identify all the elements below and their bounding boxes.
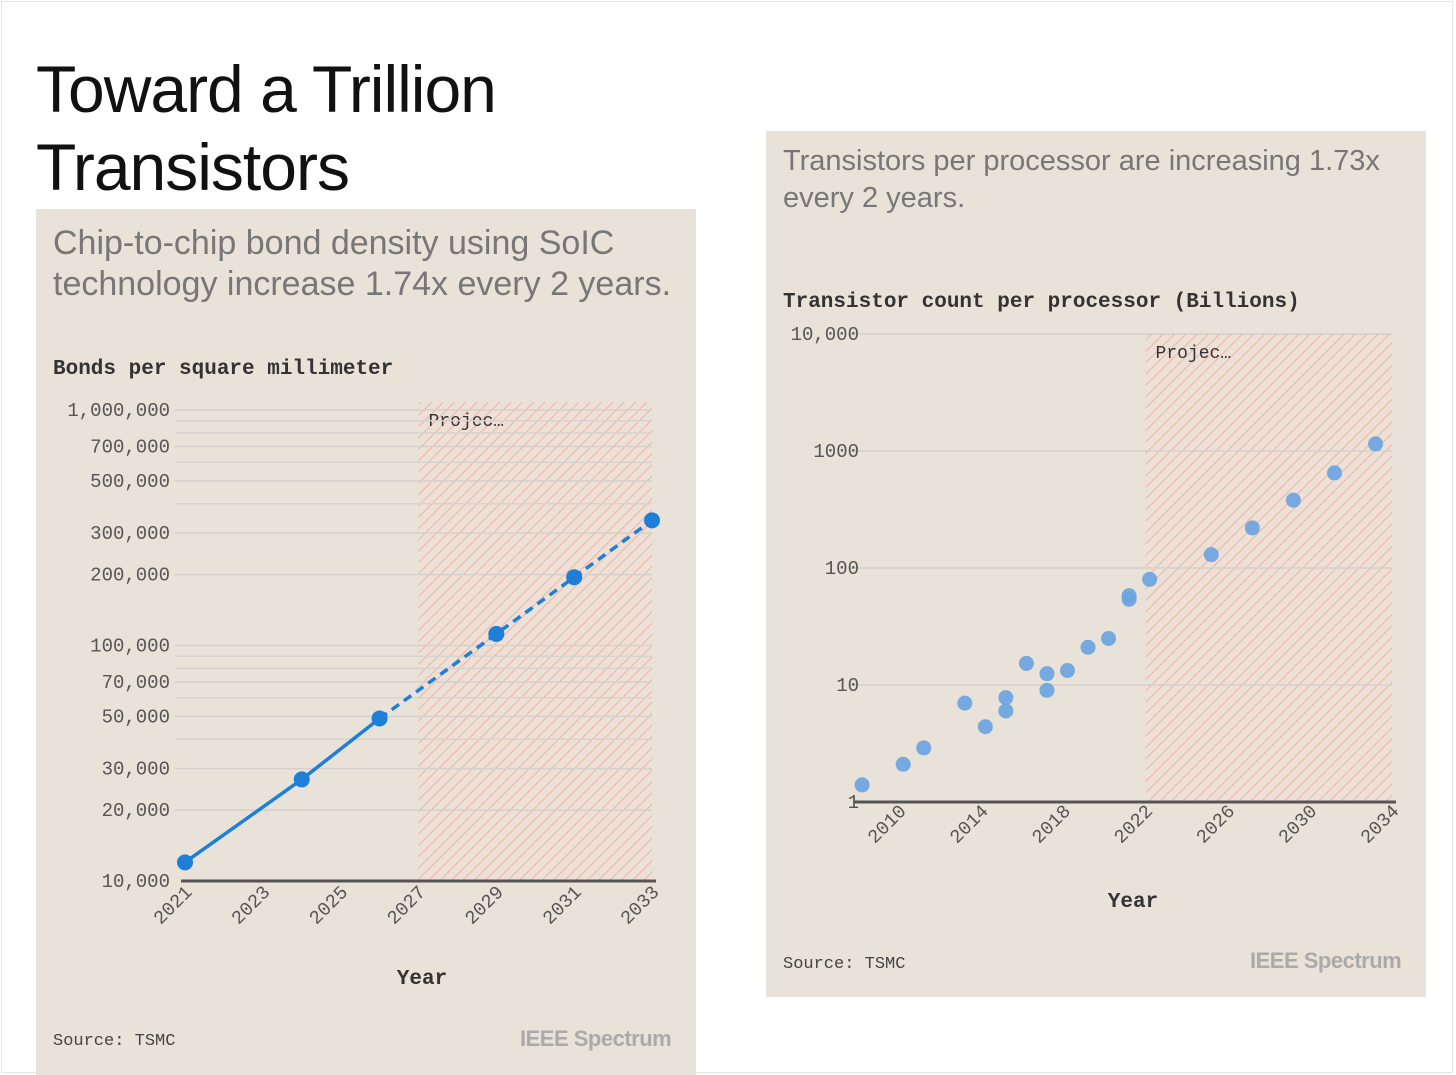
transistor-count-data-point	[1203, 547, 1219, 563]
transistor-count-data-point	[1285, 492, 1301, 508]
bond-density-data-point	[293, 771, 310, 788]
bond-density-data-point	[488, 625, 505, 642]
bond-density-y-tick-label: 20,000	[102, 800, 170, 822]
transistor-count-x-tick-label: 2026	[1192, 801, 1240, 849]
bond-density-projection-label: Projec…	[429, 412, 505, 432]
transistor-count-data-point	[1326, 465, 1342, 481]
transistor-count-xlabel: Year	[1108, 891, 1158, 914]
transistor-count-x-tick-label: 2022	[1110, 801, 1158, 849]
transistor-count-y-tick-label: 10	[836, 675, 859, 697]
transistor-count-data-point	[1080, 639, 1096, 655]
bond-density-y-tick-label: 1,000,000	[67, 400, 170, 422]
bond-density-y-tick-label: 70,000	[102, 672, 170, 694]
bond-density-y-tick-label: 300,000	[90, 523, 170, 545]
transistor-count-subtitle: Transistors per processor are increasing…	[783, 145, 1380, 214]
transistor-count-projection-label: Projec…	[1156, 344, 1232, 364]
transistor-count-y-tick-label: 1000	[813, 441, 859, 463]
transistor-count-data-point	[1059, 663, 1075, 679]
bond-density-y-tick-label: 10,000	[102, 871, 170, 893]
bond-density-x-tick-label: 2029	[461, 882, 509, 930]
transistor-count-data-point	[1039, 682, 1055, 698]
bond-density-series-solid-line	[183, 717, 381, 864]
bond-density-data-point	[371, 710, 388, 727]
bond-density-chart: Bonds per square millimeter Projec… 1,00…	[53, 358, 664, 991]
ieee-spectrum-logo: IEEE Spectrum	[1250, 948, 1402, 973]
transistor-count-data-point	[1121, 588, 1137, 604]
bond-density-y-tick-label: 50,000	[102, 706, 170, 728]
page-title: Toward a Trillion Transistors	[36, 52, 497, 204]
bond-density-y-tick-label: 500,000	[90, 471, 170, 493]
transistor-count-data-point	[998, 703, 1014, 719]
transistor-count-data-point	[1018, 655, 1034, 671]
bond-density-ylabel: Bonds per square millimeter	[53, 358, 393, 381]
transistor-count-x-tick-label: 2010	[864, 801, 912, 849]
bond-density-data-point	[177, 854, 193, 871]
transistor-count-data-point	[854, 777, 870, 793]
bond-density-data-point	[566, 569, 583, 586]
transistor-count-panel: Transistors per processor are increasing…	[766, 131, 1426, 997]
bond-density-projection-region	[418, 402, 652, 881]
transistor-count-data-point	[998, 690, 1014, 706]
bond-density-y-tick-label: 100,000	[90, 636, 170, 658]
bond-density-x-tick-label: 2033	[616, 882, 664, 930]
transistor-count-y-tick-label: 10,000	[791, 324, 859, 346]
transistor-count-x-tick-label: 2034	[1356, 801, 1404, 849]
bond-density-series-projected-line	[378, 518, 654, 720]
bond-density-subtitle: Chip-to-chip bond density using SoIC tec…	[53, 224, 672, 303]
transistor-count-data-point	[895, 756, 911, 772]
bond-density-source: Source: TSMC	[53, 1032, 176, 1051]
bond-density-x-tick-label: 2031	[539, 882, 587, 930]
bond-density-data-point	[644, 512, 660, 529]
transistor-count-y-tick-label: 100	[825, 558, 859, 580]
transistor-count-data-point	[1142, 571, 1158, 587]
bond-density-xlabel: Year	[397, 968, 447, 991]
transistor-count-data-point	[1101, 630, 1117, 646]
transistor-count-x-tick-label: 2030	[1274, 801, 1322, 849]
transistor-count-x-tick-label: 2018	[1028, 801, 1076, 849]
transistor-count-data-point	[1368, 436, 1384, 452]
transistor-count-data-point	[957, 695, 973, 711]
transistor-count-data-point	[1244, 520, 1260, 536]
transistor-count-chart: Transistor count per processor (Billions…	[783, 291, 1404, 914]
bond-density-x-tick-label: 2023	[227, 882, 275, 930]
transistor-count-source: Source: TSMC	[783, 955, 906, 974]
transistor-count-data-point	[977, 719, 993, 735]
ieee-spectrum-logo: IEEE Spectrum	[520, 1026, 672, 1051]
transistor-count-y-tick-label: 1	[848, 792, 859, 814]
transistor-count-data-point	[1039, 666, 1055, 682]
bond-density-panel: Chip-to-chip bond density using SoIC tec…	[36, 209, 696, 1075]
bond-density-x-tick-label: 2025	[305, 882, 353, 930]
bond-density-y-tick-label: 700,000	[90, 436, 170, 458]
transistor-count-ylabel: Transistor count per processor (Billions…	[783, 291, 1300, 314]
transistor-count-x-tick-label: 2014	[946, 801, 994, 849]
transistor-count-data-point	[916, 740, 932, 756]
bond-density-y-tick-label: 200,000	[90, 565, 170, 587]
bond-density-x-tick-label: 2027	[383, 882, 431, 930]
bond-density-y-tick-label: 30,000	[102, 759, 170, 781]
